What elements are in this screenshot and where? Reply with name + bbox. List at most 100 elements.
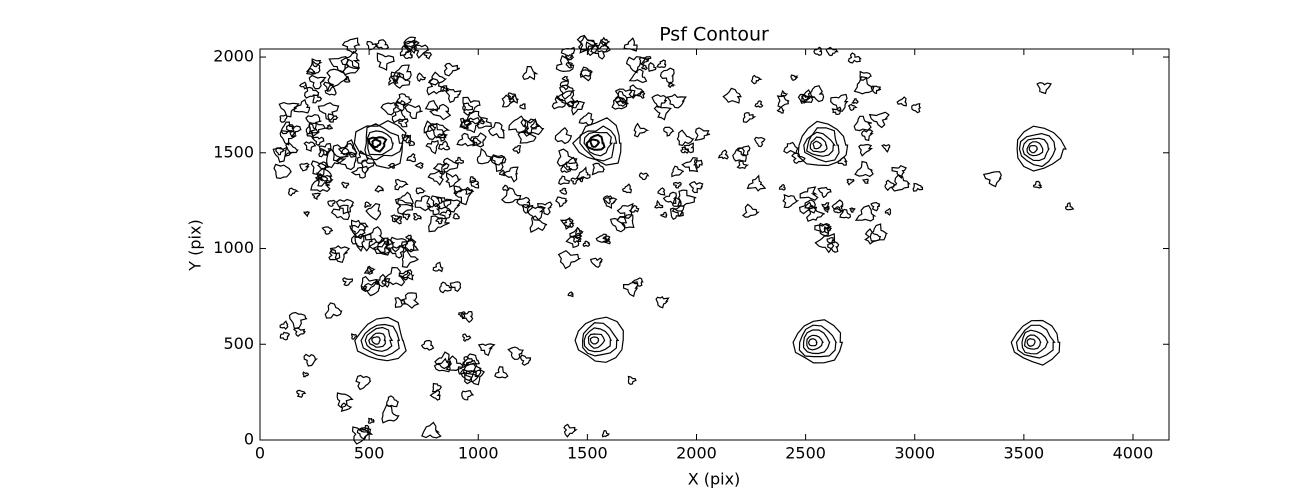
contour-line <box>305 114 322 132</box>
contour-line <box>601 430 610 438</box>
contour-line <box>322 81 336 92</box>
contour-line <box>750 74 763 85</box>
contour-line <box>587 333 606 349</box>
contour-line <box>854 204 877 222</box>
contour-line <box>341 181 350 189</box>
contour-line <box>555 196 568 208</box>
contour-line <box>337 139 358 158</box>
contour-line <box>667 81 676 89</box>
x-tick-label: 4000 <box>1113 444 1154 463</box>
contour-line <box>278 101 300 118</box>
contour-line <box>403 39 420 54</box>
contour-line <box>806 205 825 222</box>
contour-line <box>366 130 394 156</box>
contour-line <box>376 52 395 71</box>
contour-line <box>373 239 391 256</box>
contour-line <box>536 201 553 216</box>
contour-line <box>402 269 415 281</box>
contour-line <box>368 332 386 348</box>
contour-line <box>443 198 462 213</box>
contour-line <box>551 94 567 110</box>
contour-line <box>350 165 369 179</box>
plot-frame <box>259 48 1170 441</box>
contour-line <box>355 374 372 391</box>
contour-line <box>390 245 405 259</box>
contour-line <box>651 94 668 108</box>
x-tick-label: 1000 <box>458 444 499 463</box>
contour-line <box>572 117 622 166</box>
contour-line <box>860 129 874 142</box>
contour-line <box>469 132 487 148</box>
contour-line <box>830 93 849 112</box>
contour-line <box>360 323 401 358</box>
y-axis-label: Y (pix) <box>186 219 205 271</box>
contour-line <box>591 162 606 176</box>
contour-line <box>616 214 635 229</box>
contour-line <box>285 124 302 138</box>
contour-line <box>311 58 323 68</box>
contour-line <box>581 322 620 357</box>
contour-line <box>776 106 785 114</box>
x-tick-label: 500 <box>354 444 385 463</box>
contour-line <box>684 142 695 154</box>
contour-line <box>807 338 818 347</box>
contour-line <box>414 195 432 212</box>
contour-line <box>628 84 645 99</box>
contour-line <box>516 196 531 209</box>
contour-line <box>500 187 522 204</box>
contour-line <box>398 270 411 281</box>
contour-line <box>436 196 452 210</box>
contour-line <box>579 125 618 162</box>
contour-line <box>1021 329 1049 355</box>
contour-line <box>452 212 460 220</box>
x-tick-label: 2500 <box>785 444 826 463</box>
contour-line <box>589 138 601 148</box>
contour-line <box>848 207 856 213</box>
contour-line <box>502 166 519 183</box>
contour-line <box>443 62 461 77</box>
contour-line <box>400 292 420 309</box>
contour-line <box>753 136 766 148</box>
contour-line <box>557 249 582 270</box>
contour-line <box>351 333 357 341</box>
contour-line <box>364 326 394 352</box>
contour-line <box>356 150 369 164</box>
contour-line <box>890 174 911 192</box>
y-tick-label: 1000 <box>213 238 254 257</box>
contour-line <box>1028 144 1039 154</box>
contour-line <box>1010 319 1061 366</box>
contour-line <box>911 102 922 114</box>
contour-line <box>578 112 594 126</box>
contour-line <box>394 191 414 207</box>
contour-line <box>823 205 830 214</box>
contour-line <box>717 149 729 160</box>
contour-line <box>456 132 476 147</box>
contour-line <box>638 172 650 181</box>
contour-line <box>507 346 524 361</box>
contour-line <box>326 68 349 88</box>
contour-line <box>316 161 328 170</box>
contour-line <box>563 423 578 438</box>
x-axis-label: X (pix) <box>688 470 741 489</box>
contour-line <box>461 353 481 367</box>
contour-line <box>367 136 388 153</box>
contour-line <box>305 122 319 135</box>
contour-line <box>565 62 573 69</box>
y-tick-label: 500 <box>223 334 254 353</box>
contour-line <box>487 121 505 139</box>
contour-line <box>557 175 571 186</box>
contour-line <box>653 105 672 121</box>
contour-line <box>439 281 453 294</box>
contour-line <box>790 74 799 81</box>
y-tick-label: 1500 <box>213 142 254 161</box>
contour-line <box>404 234 413 241</box>
contour-line <box>391 108 406 124</box>
contour-line <box>341 37 361 55</box>
contour-line <box>846 178 856 186</box>
contour-line <box>462 96 481 116</box>
contour-line <box>677 189 697 207</box>
contour-line <box>806 131 836 157</box>
contour-line <box>508 115 529 134</box>
contour-line <box>449 281 462 293</box>
